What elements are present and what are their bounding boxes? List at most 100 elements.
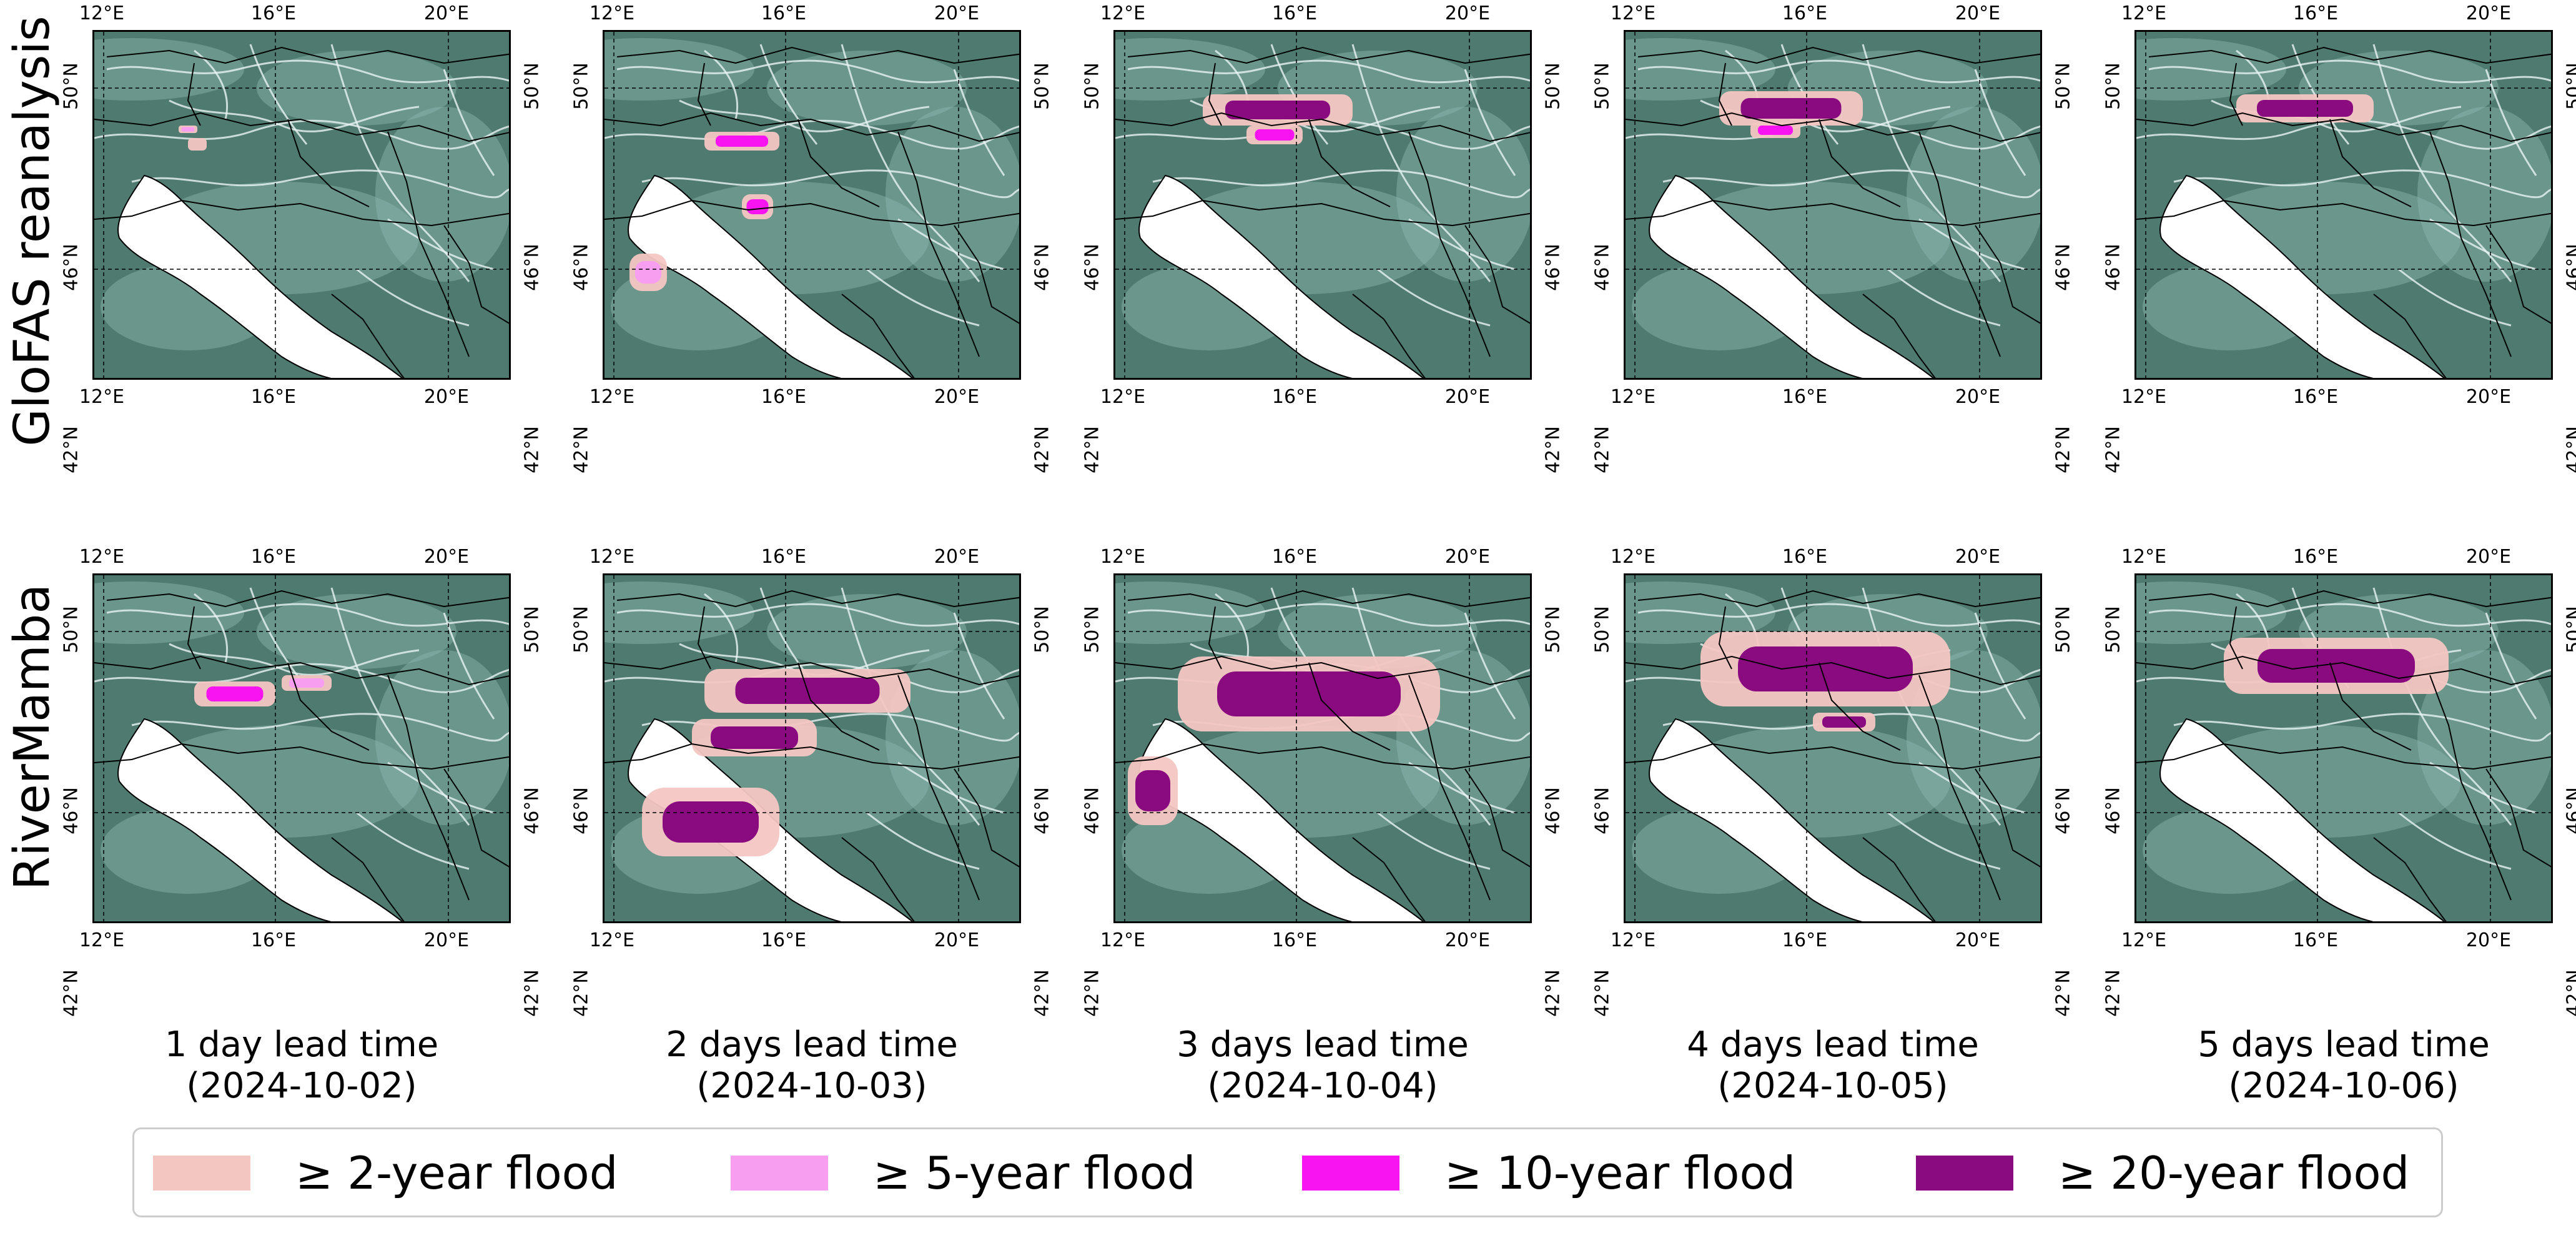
country-border bbox=[94, 199, 509, 227]
lon-tick-label: 12°E bbox=[589, 386, 635, 408]
country-border bbox=[2485, 768, 2551, 868]
country-border bbox=[94, 743, 509, 770]
river-line bbox=[897, 218, 1005, 270]
legend-swatch-5yr bbox=[731, 1156, 828, 1191]
map-svg bbox=[1115, 32, 1530, 378]
country-border bbox=[954, 768, 1019, 868]
country-border bbox=[1862, 837, 1936, 921]
lon-tick-label: 12°E bbox=[2121, 929, 2167, 951]
country-border bbox=[331, 294, 405, 378]
river-line bbox=[2173, 169, 2551, 199]
river-line bbox=[897, 761, 1005, 814]
river-line bbox=[1918, 218, 2026, 270]
country-border bbox=[1818, 119, 1901, 207]
river-line bbox=[2429, 761, 2537, 814]
lon-tick-label: 20°E bbox=[423, 2, 470, 24]
country-border bbox=[287, 119, 370, 207]
lat-tick-label: 42°N bbox=[1542, 969, 1564, 1017]
lat-tick-label: 50°N bbox=[570, 606, 593, 653]
date-label: (2024-10-02) bbox=[186, 1066, 417, 1106]
flood-area-core bbox=[1217, 671, 1401, 716]
column-caption: 2 days lead time (2024-10-03) bbox=[666, 1024, 958, 1107]
map-svg bbox=[1115, 575, 1530, 921]
country-border bbox=[605, 743, 1019, 770]
country-border bbox=[1818, 662, 1901, 751]
country-border bbox=[897, 131, 980, 357]
legend-label-2yr: ≥ 2-year flood bbox=[295, 1147, 618, 1199]
river-line bbox=[356, 811, 470, 870]
column-caption: 1 day lead time (2024-10-02) bbox=[165, 1024, 438, 1107]
country-border bbox=[1626, 199, 2040, 227]
lat-tick-label: 42°N bbox=[60, 969, 82, 1017]
country-border bbox=[2329, 119, 2412, 207]
river-line bbox=[1637, 603, 2040, 627]
country-border bbox=[697, 606, 711, 670]
country-border bbox=[841, 837, 915, 921]
country-border bbox=[1626, 743, 2040, 770]
lon-tick-label: 12°E bbox=[589, 546, 635, 568]
map-svg bbox=[2136, 575, 2551, 921]
map-panel: 12°E 16°E 20°E 12°E 16°E 20°E 50°N 46°N 42°N 50°N… bbox=[61, 546, 543, 1017]
river-line bbox=[605, 119, 1019, 150]
lat-tick-label: 50°N bbox=[2102, 606, 2124, 653]
river-line bbox=[249, 44, 308, 145]
river-line bbox=[679, 99, 930, 132]
map-panel: 12°E 16°E 20°E 12°E 16°E 20°E 50°N 46°N 42°N 50°N… bbox=[2103, 546, 2576, 1017]
lat-tick-label: 42°N bbox=[1031, 969, 1054, 1017]
country-border bbox=[1626, 112, 2040, 142]
lon-tick-label: 12°E bbox=[2121, 546, 2167, 568]
lon-tick-label: 20°E bbox=[1955, 386, 2001, 408]
map-area bbox=[1113, 573, 1532, 923]
river-line bbox=[841, 587, 980, 826]
flood-area-core bbox=[1255, 129, 1295, 141]
lat-tick-label: 42°N bbox=[570, 969, 593, 1017]
lon-tick-label: 12°E bbox=[1100, 929, 1146, 951]
lat-tick-label: 46°N bbox=[2563, 787, 2576, 834]
lon-tick-label: 16°E bbox=[250, 929, 297, 951]
country-border bbox=[2485, 225, 2551, 324]
river-line bbox=[1127, 59, 1530, 84]
lat-tick-label: 46°N bbox=[1591, 787, 1614, 834]
lon-tick-label: 20°E bbox=[934, 546, 980, 568]
country-border bbox=[2136, 655, 2551, 686]
lon-tick-label: 16°E bbox=[761, 929, 807, 951]
flood-area-core bbox=[635, 261, 661, 284]
row-label-rivermamba: RiverMamba bbox=[4, 583, 61, 891]
river-line bbox=[2372, 587, 2512, 826]
river-line bbox=[330, 44, 470, 282]
country-border bbox=[2229, 606, 2243, 670]
country-border bbox=[797, 119, 880, 207]
river-line bbox=[866, 811, 980, 870]
date-label: (2024-10-04) bbox=[1207, 1066, 1438, 1106]
map-panel: 12°E 16°E 20°E 12°E 16°E 20°E 50°N 46°N 42°N 50°N… bbox=[571, 546, 1054, 1017]
lon-tick-label: 16°E bbox=[761, 546, 807, 568]
country-border bbox=[616, 590, 1019, 608]
lead-time-label: 5 days lead time bbox=[2198, 1024, 2490, 1065]
lat-tick-label: 50°N bbox=[2052, 606, 2075, 653]
flood-area-core bbox=[2258, 649, 2415, 683]
country-border bbox=[187, 62, 201, 126]
country-border bbox=[106, 46, 509, 64]
lon-tick-label: 20°E bbox=[2465, 386, 2512, 408]
river-line bbox=[1408, 761, 1516, 814]
country-border bbox=[1637, 590, 2040, 608]
lat-tick-label: 46°N bbox=[1591, 244, 1614, 291]
country-border bbox=[1464, 768, 1530, 868]
flood-area-core bbox=[1822, 716, 1866, 728]
lon-tick-label: 20°E bbox=[423, 386, 470, 408]
river-line bbox=[94, 119, 509, 150]
lon-tick-label: 16°E bbox=[1782, 546, 1828, 568]
lon-tick-label: 16°E bbox=[250, 2, 297, 24]
flood-area-core bbox=[1758, 126, 1793, 135]
river-line bbox=[131, 713, 509, 742]
lon-tick-label: 12°E bbox=[2121, 386, 2167, 408]
river-line bbox=[1377, 268, 1491, 327]
lon-tick-label: 20°E bbox=[1955, 546, 2001, 568]
lat-tick-label: 50°N bbox=[60, 62, 82, 110]
lat-tick-label: 46°N bbox=[60, 244, 82, 291]
map-svg bbox=[94, 32, 509, 378]
map-svg bbox=[94, 575, 509, 921]
highland-shading bbox=[1396, 107, 1530, 282]
lat-tick-label: 42°N bbox=[521, 426, 543, 473]
highland-shading bbox=[2417, 650, 2551, 825]
